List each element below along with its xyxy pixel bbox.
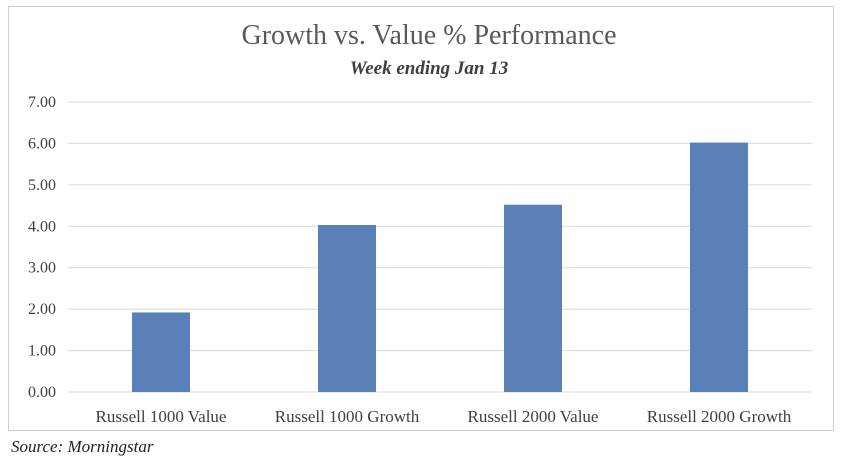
gridlines (68, 101, 812, 393)
x-category-label: Russell 1000 Value (96, 407, 227, 426)
bar (504, 204, 562, 392)
y-tick-label: 0.00 (28, 384, 56, 401)
y-tick-label: 3.00 (28, 260, 56, 277)
y-tick-label: 4.00 (28, 218, 56, 235)
x-category-label: Russell 2000 Value (468, 407, 599, 426)
y-tick-label: 7.00 (28, 94, 56, 111)
y-tick-label: 6.00 (28, 135, 56, 152)
x-category-label: Russell 1000 Growth (275, 407, 420, 426)
source-note: Source: Morningstar (11, 437, 154, 456)
y-axis-ticks: 0.00 1.00 2.00 3.00 4.00 5.00 6.00 7.00 (28, 94, 56, 401)
bar (690, 142, 748, 392)
chart-subtitle: Week ending Jan 13 (349, 58, 509, 79)
x-axis-categories: Russell 1000 Value Russell 1000 Growth Rus… (96, 407, 792, 426)
bar (132, 312, 190, 392)
bars (132, 142, 748, 392)
x-category-label: Russell 2000 Growth (647, 407, 792, 426)
bar (318, 225, 376, 392)
chart-title: Growth vs. Value % Performance (241, 20, 617, 51)
y-tick-label: 1.00 (28, 343, 56, 360)
y-tick-label: 2.00 (28, 301, 56, 318)
y-tick-label: 5.00 (28, 177, 56, 194)
